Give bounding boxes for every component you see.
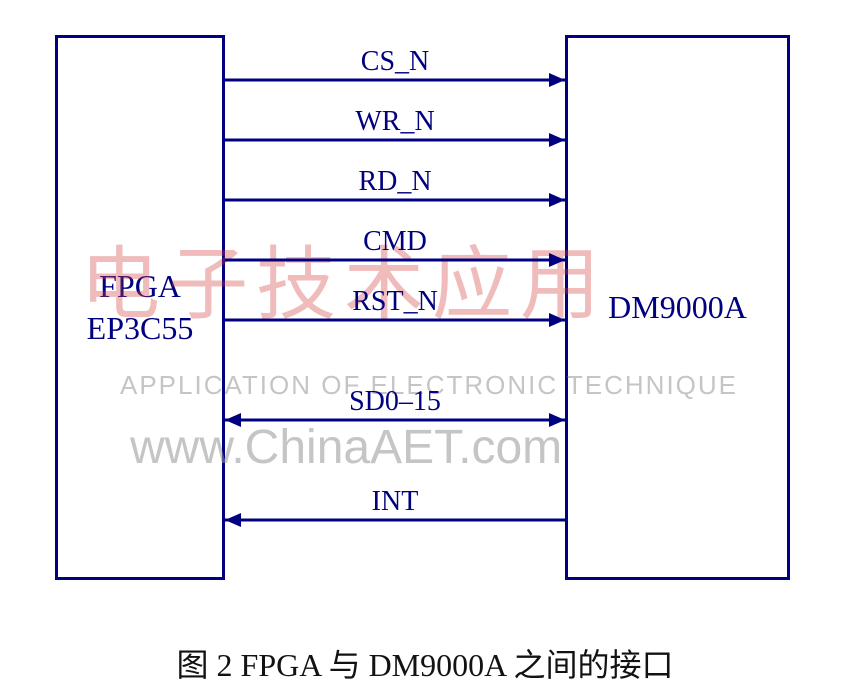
fpga-label-1: FPGA [99,266,181,308]
label-wr_n: WR_N [355,106,434,138]
label-cmd: CMD [363,226,427,258]
label-sd: SD0–15 [349,386,441,418]
label-cs_n: CS_N [361,46,429,78]
figure-caption: 图 2 FPGA 与 DM9000A 之间的接口 [0,640,850,686]
label-rst_n: RST_N [352,286,438,318]
interface-diagram: FPGA EP3C55 DM9000A 电子技术应用 APPLICATION O… [0,0,850,698]
label-int: INT [372,486,419,518]
label-rd_n: RD_N [358,166,431,198]
fpga-block: FPGA EP3C55 [55,35,225,580]
dm9000a-label: DM9000A [608,287,747,329]
fpga-label-2: EP3C55 [87,308,194,350]
dm9000a-block: DM9000A [565,35,790,580]
